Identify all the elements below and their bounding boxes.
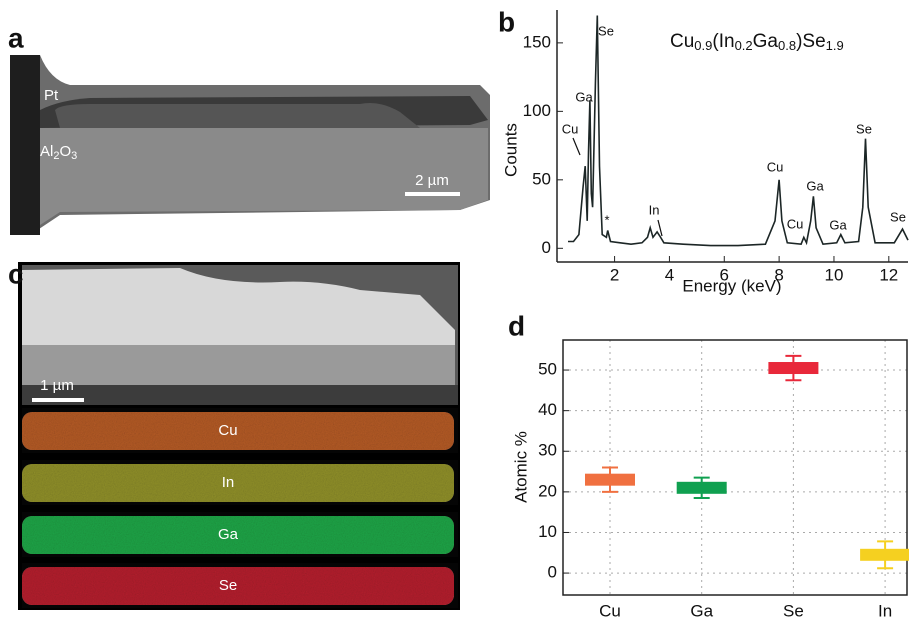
element-map-signal: [22, 464, 454, 502]
map-label: In: [222, 474, 235, 491]
arrow: [657, 219, 663, 237]
y-tick-label: 20: [538, 481, 557, 500]
peak-label: Se: [856, 121, 872, 136]
plot-frame: [562, 339, 908, 596]
y-tick-label: 50: [538, 360, 557, 379]
map-label: Se: [219, 577, 237, 594]
peak-label: Cu: [767, 159, 784, 174]
x-tick-label: 10: [825, 265, 844, 284]
x-axis-label: Energy (keV): [682, 276, 781, 295]
x-tick-label: Cu: [599, 601, 621, 620]
peak-label: Ga: [806, 178, 824, 193]
y-tick-label: 40: [538, 400, 557, 419]
formula: Cu0.9(In0.2Ga0.8)Se1.9: [670, 31, 844, 53]
x-tick-label: 12: [879, 265, 898, 284]
arrow: [572, 137, 581, 156]
peak-label: Ga: [829, 217, 847, 232]
element-map-signal: [22, 567, 454, 605]
spectrum-line: [568, 15, 909, 247]
y-axis-label: Counts: [501, 123, 520, 177]
panel-label: b: [498, 6, 515, 37]
x-tick-label: 8: [774, 265, 783, 284]
x-tick-label: Ga: [690, 601, 713, 620]
x-tick-label: In: [878, 601, 892, 620]
pt-label: Pt: [44, 87, 59, 104]
micrograph-a: [10, 55, 490, 235]
peak-label: Cu: [562, 121, 579, 136]
y-tick-label: 150: [523, 32, 551, 51]
scale-bar-c: 1 µm: [40, 377, 74, 394]
element-map-signal: [22, 412, 454, 450]
y-tick-label: 100: [523, 101, 551, 120]
panel-label: a: [8, 22, 24, 53]
map-label: Cu: [218, 422, 237, 439]
panel-label: c: [8, 258, 24, 289]
x-tick-label: 6: [720, 265, 729, 284]
x-tick-label: Se: [783, 601, 804, 620]
peak-label: Se: [890, 209, 906, 224]
scale-bar-a: 2 µm: [415, 172, 449, 189]
x-tick-label: 2: [610, 265, 619, 284]
y-axis-label: Atomic %: [511, 431, 530, 503]
peak-label: In: [649, 202, 660, 217]
map-label: Ga: [218, 526, 239, 543]
peak-label: Ga: [575, 89, 593, 104]
al2o3-label: Al2O3: [40, 143, 77, 162]
y-tick-label: 30: [538, 441, 557, 460]
y-tick-label: 0: [542, 238, 551, 257]
y-tick-label: 0: [548, 563, 557, 582]
peak-label: *: [604, 212, 609, 227]
panel-label: d: [508, 310, 525, 341]
peak-label: Se: [598, 23, 614, 38]
peak-label: Cu: [787, 216, 804, 231]
element-map-signal: [22, 516, 454, 554]
y-tick-label: 10: [538, 522, 557, 541]
x-tick-label: 4: [665, 265, 674, 284]
y-tick-label: 50: [532, 169, 551, 188]
